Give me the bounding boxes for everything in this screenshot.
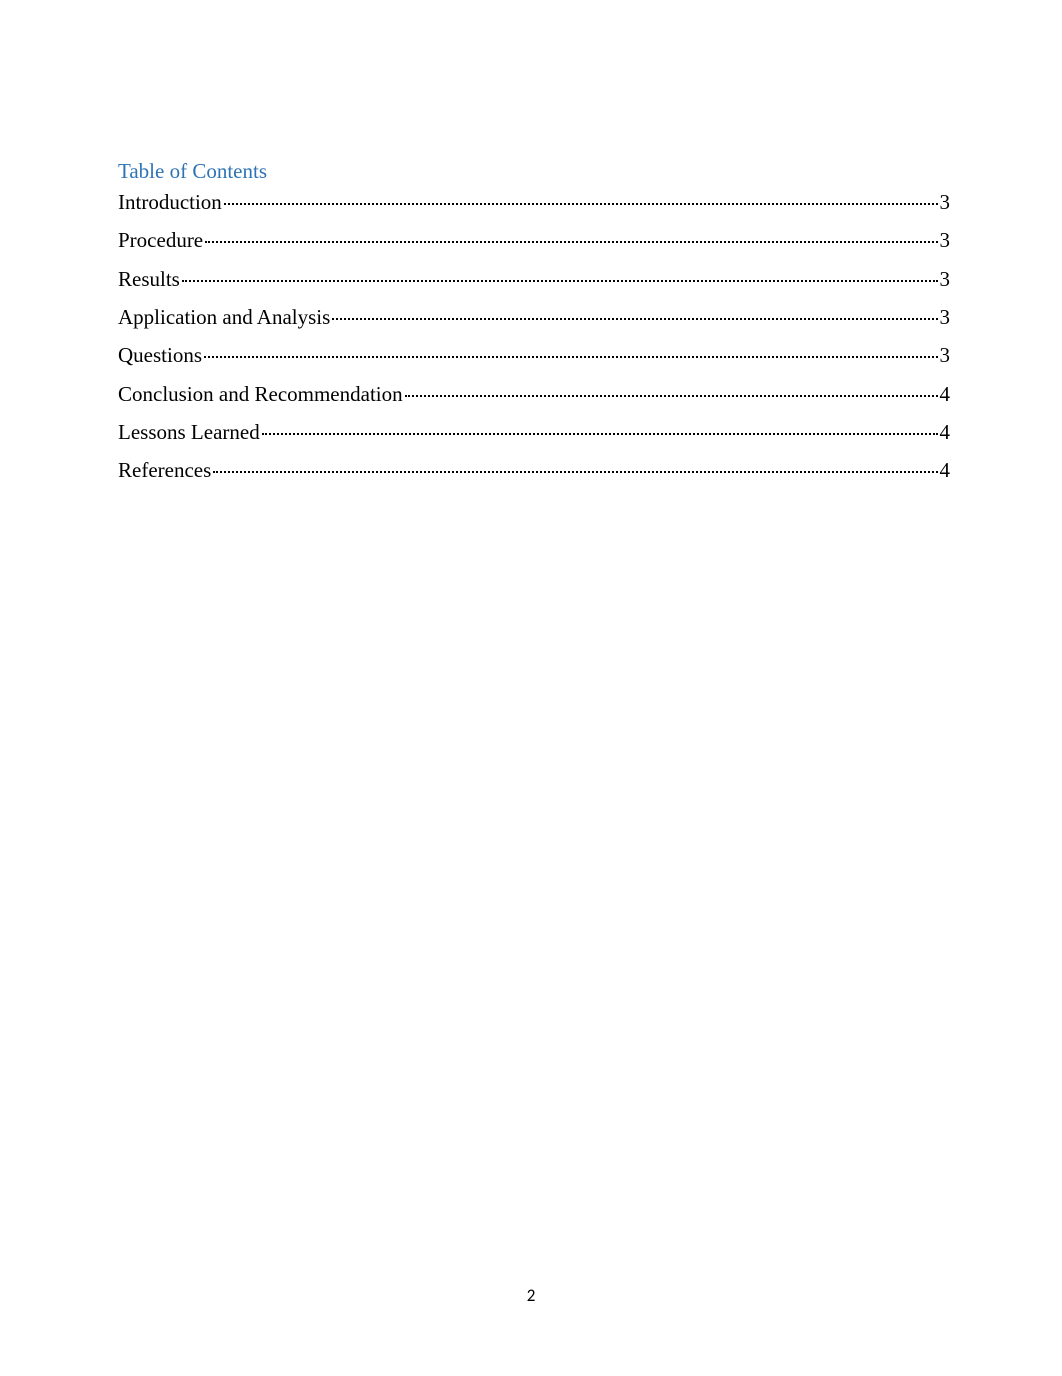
toc-list: Introduction 3 Procedure 3 Results 3 App… [118,188,950,485]
toc-page-number: 3 [940,226,951,254]
toc-label: Questions [118,341,202,369]
toc-dots [224,203,938,205]
toc-page-number: 4 [940,418,951,446]
toc-item: Procedure 3 [118,226,950,254]
toc-item: References 4 [118,456,950,484]
page-number: 2 [0,1285,1062,1306]
toc-item: Questions 3 [118,341,950,369]
toc-dots [332,318,937,320]
toc-label: Results [118,265,180,293]
toc-label: Lessons Learned [118,418,260,446]
toc-item: Introduction 3 [118,188,950,216]
toc-item: Application and Analysis 3 [118,303,950,331]
toc-item: Lessons Learned 4 [118,418,950,446]
toc-page-number: 3 [940,303,951,331]
toc-label: Conclusion and Recommendation [118,380,403,408]
toc-dots [204,356,938,358]
toc-dots [205,241,937,243]
toc-dots [262,433,938,435]
toc-dots [213,471,937,473]
toc-title: Table of Contents [118,159,950,184]
toc-page-number: 3 [940,341,951,369]
toc-dots [405,395,938,397]
document-page: Table of Contents Introduction 3 Procedu… [0,0,1062,485]
toc-dots [182,280,938,282]
toc-page-number: 4 [940,456,951,484]
toc-page-number: 3 [940,188,951,216]
toc-label: References [118,456,211,484]
toc-item: Conclusion and Recommendation 4 [118,380,950,408]
toc-page-number: 4 [940,380,951,408]
toc-item: Results 3 [118,265,950,293]
toc-label: Introduction [118,188,222,216]
toc-label: Application and Analysis [118,303,330,331]
toc-page-number: 3 [940,265,951,293]
toc-label: Procedure [118,226,203,254]
